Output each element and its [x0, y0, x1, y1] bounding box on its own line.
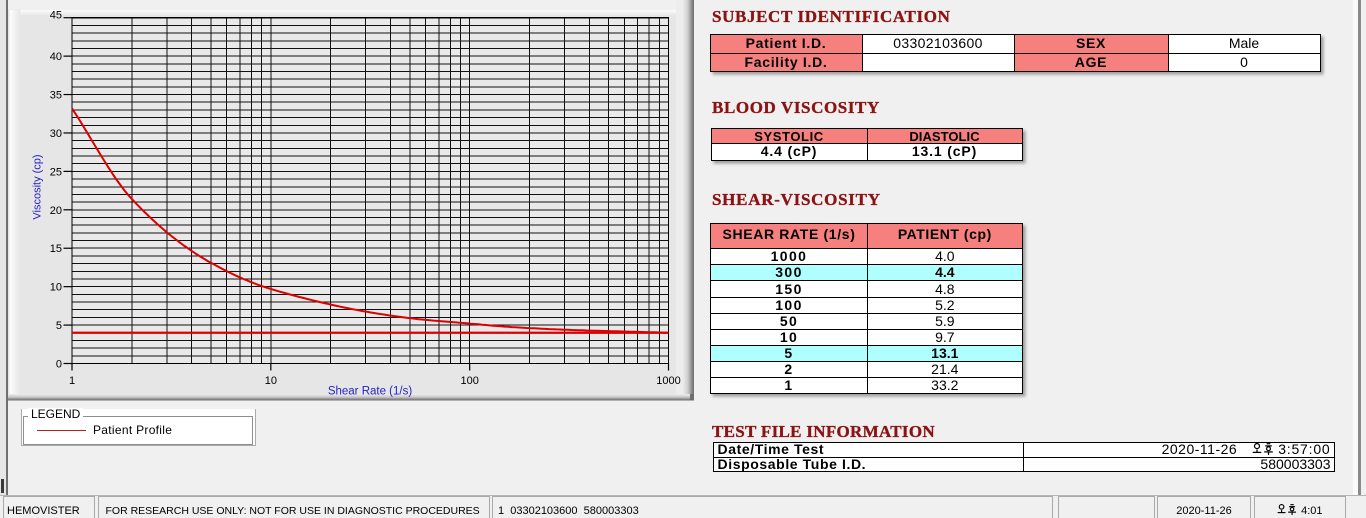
svg-text:45: 45: [50, 10, 62, 22]
svg-text:30: 30: [50, 128, 62, 140]
svg-text:1000: 1000: [656, 375, 680, 387]
svg-text:10: 10: [50, 282, 62, 294]
svg-text:Shear Rate (1/s): Shear Rate (1/s): [328, 386, 413, 398]
svg-text:15: 15: [50, 243, 62, 255]
svg-text:35: 35: [50, 90, 62, 102]
svg-text:20: 20: [50, 205, 62, 217]
svg-text:100: 100: [460, 375, 478, 387]
svg-text:40: 40: [50, 51, 62, 63]
svg-text:5: 5: [56, 320, 62, 332]
svg-text:10: 10: [265, 375, 277, 387]
svg-text:25: 25: [50, 166, 62, 178]
svg-text:Viscosity (cp): Viscosity (cp): [32, 154, 44, 219]
svg-text:1: 1: [69, 375, 75, 387]
svg-text:0: 0: [56, 359, 62, 371]
